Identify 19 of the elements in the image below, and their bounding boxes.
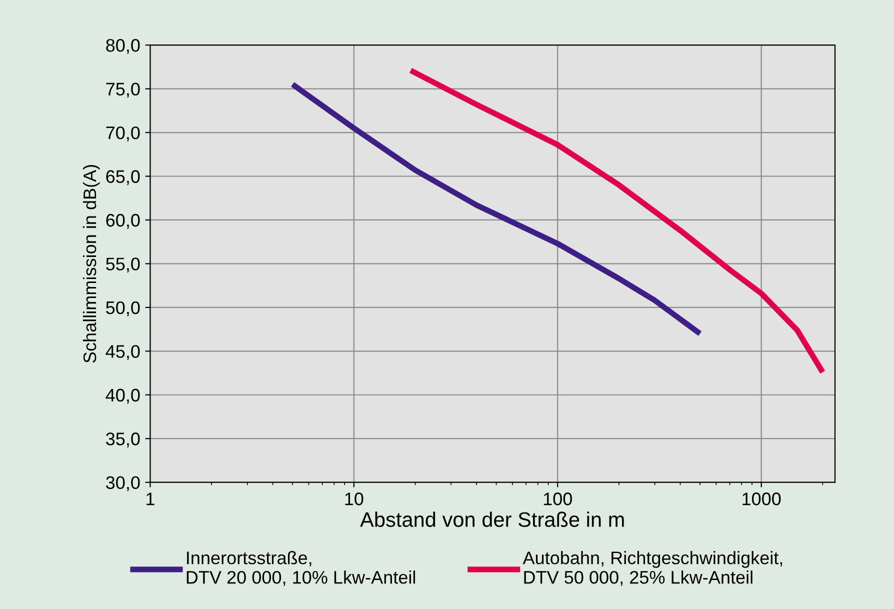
y-tick-label: 55,0	[106, 258, 140, 273]
y-tick-label: 45,0	[106, 345, 140, 360]
y-tick-label: 80,0	[106, 39, 140, 54]
y-tick-label: 50,0	[106, 301, 140, 316]
legend-label: Autobahn, Richtgeschwindigkeit, DTV 50 000, 25% Lkw-Anteil	[522, 551, 782, 586]
y-tick-label: 30,0	[106, 476, 140, 492]
y-tick-label: 35,0	[106, 432, 140, 448]
legend-label: Innerortsstraße, DTV 20 000, 10% Lkw-Anteil	[186, 551, 416, 586]
x-tick-label: 10	[345, 492, 364, 506]
y-tick-label: 75,0	[106, 82, 140, 98]
x-tick-label: 1	[146, 492, 154, 506]
x-tick-label: 100	[544, 492, 572, 506]
x-tick-label: 1000	[742, 492, 781, 506]
y-tick-label: 40,0	[106, 388, 140, 404]
x-axis-title: Abstand von der Straße in m	[360, 512, 624, 527]
y-tick-label: 65,0	[106, 170, 140, 186]
y-tick-label: 60,0	[106, 214, 140, 229]
y-axis-title: Schallimmission in dB(A)	[82, 164, 100, 363]
y-tick-label: 70,0	[106, 126, 140, 142]
